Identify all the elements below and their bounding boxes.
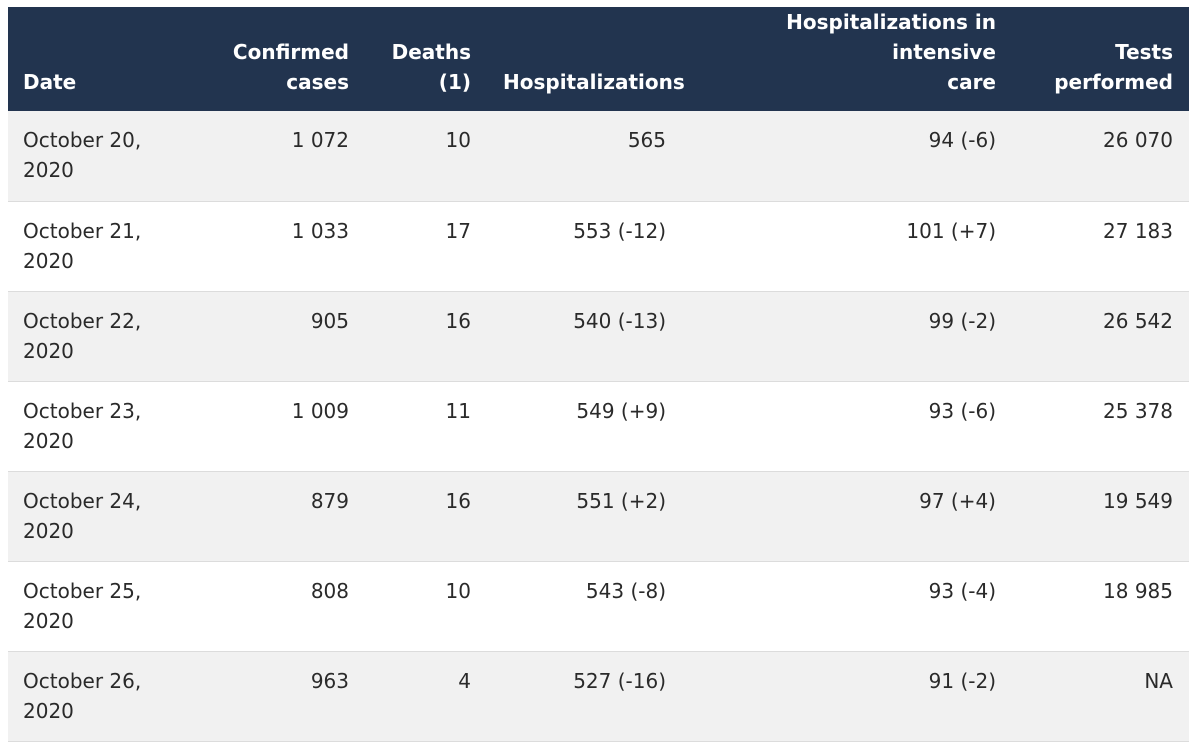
table-body: October 20, 2020 1 072 10 565 94 (-6) 26 …	[8, 111, 1189, 741]
header-date: Date	[23, 70, 77, 94]
table-header: Date Confirmed cases Deaths (1) Hospital…	[8, 7, 1189, 111]
cell-cases: 1 072	[291, 128, 349, 152]
cell-tests: 18 985	[1103, 578, 1173, 603]
cell-hospitalizations: 565	[627, 128, 666, 152]
header-icu: Hospitalizations in intensive care	[786, 10, 996, 94]
cell-deaths: 10	[445, 128, 471, 152]
cell-tests: 27 183	[1103, 218, 1173, 243]
cell-hospitalizations: 549 (+9)	[576, 398, 666, 423]
cell-date: October 21, 2020	[23, 218, 142, 273]
cell-date: October 26, 2020	[23, 668, 142, 723]
cell-cases: 808	[310, 578, 349, 603]
cell-date: October 25, 2020	[23, 578, 142, 633]
cell-icu: 97 (+4)	[919, 488, 996, 513]
cell-deaths: 10	[445, 578, 471, 603]
cell-cases: 905	[310, 308, 349, 333]
cell-tests: NA	[1144, 668, 1173, 693]
cell-deaths: 4	[458, 668, 471, 693]
cell-tests: 25 378	[1103, 398, 1173, 423]
cell-cases: 963	[310, 668, 349, 693]
covid-stats-table: Date Confirmed cases Deaths (1) Hospital…	[8, 7, 1189, 742]
cell-icu: 93 (-6)	[928, 398, 996, 423]
cell-icu: 93 (-4)	[928, 578, 996, 603]
cell-date: October 23, 2020	[23, 398, 142, 453]
cell-cases: 879	[310, 488, 349, 513]
cell-cases: 1 009	[291, 398, 349, 423]
header-row: Date Confirmed cases Deaths (1) Hospital…	[8, 7, 1189, 111]
cell-hospitalizations: 540 (-13)	[573, 308, 666, 333]
covid-stats-table-container: Date Confirmed cases Deaths (1) Hospital…	[8, 7, 1189, 742]
cell-cases: 1 033	[291, 218, 349, 243]
cell-tests: 19 549	[1103, 488, 1173, 513]
header-tests-performed: Tests performed	[1054, 40, 1173, 94]
cell-date: October 22, 2020	[23, 308, 142, 363]
cell-deaths: 16	[445, 488, 471, 513]
cell-hospitalizations: 543 (-8)	[585, 578, 666, 603]
cell-icu: 99 (-2)	[928, 308, 996, 333]
cell-deaths: 11	[445, 398, 471, 423]
table-row: October 21, 2020 1 033 17 553 (-12) 101 (…	[8, 201, 1189, 291]
cell-icu: 94 (-6)	[928, 128, 996, 152]
cell-hospitalizations: 553 (-12)	[573, 218, 666, 243]
cell-hospitalizations: 527 (-16)	[573, 668, 666, 693]
cell-tests: 26 070	[1103, 128, 1173, 152]
cell-deaths: 16	[445, 308, 471, 333]
table-row: October 25, 2020 808 10 543 (-8) 93 (-4) …	[8, 561, 1189, 651]
header-confirmed-cases: Confirmed cases	[232, 40, 349, 94]
table-row: October 23, 2020 1 009 11 549 (+9) 93 (-6…	[8, 381, 1189, 471]
cell-tests: 26 542	[1103, 308, 1173, 333]
header-hospitalizations: Hospitalizations	[503, 70, 685, 94]
table-row: October 26, 2020 963 4 527 (-16) 91 (-2) …	[8, 651, 1189, 741]
cell-date: October 20, 2020	[23, 128, 142, 182]
table-row: October 20, 2020 1 072 10 565 94 (-6) 26 …	[8, 111, 1189, 201]
cell-icu: 101 (+7)	[906, 218, 996, 243]
cell-date: October 24, 2020	[23, 488, 142, 543]
header-deaths: Deaths (1)	[391, 40, 471, 94]
cell-hospitalizations: 551 (+2)	[576, 488, 666, 513]
table-row: October 22, 2020 905 16 540 (-13) 99 (-2)…	[8, 291, 1189, 381]
table-row: October 24, 2020 879 16 551 (+2) 97 (+4) …	[8, 471, 1189, 561]
cell-icu: 91 (-2)	[928, 668, 996, 693]
cell-deaths: 17	[445, 218, 471, 243]
